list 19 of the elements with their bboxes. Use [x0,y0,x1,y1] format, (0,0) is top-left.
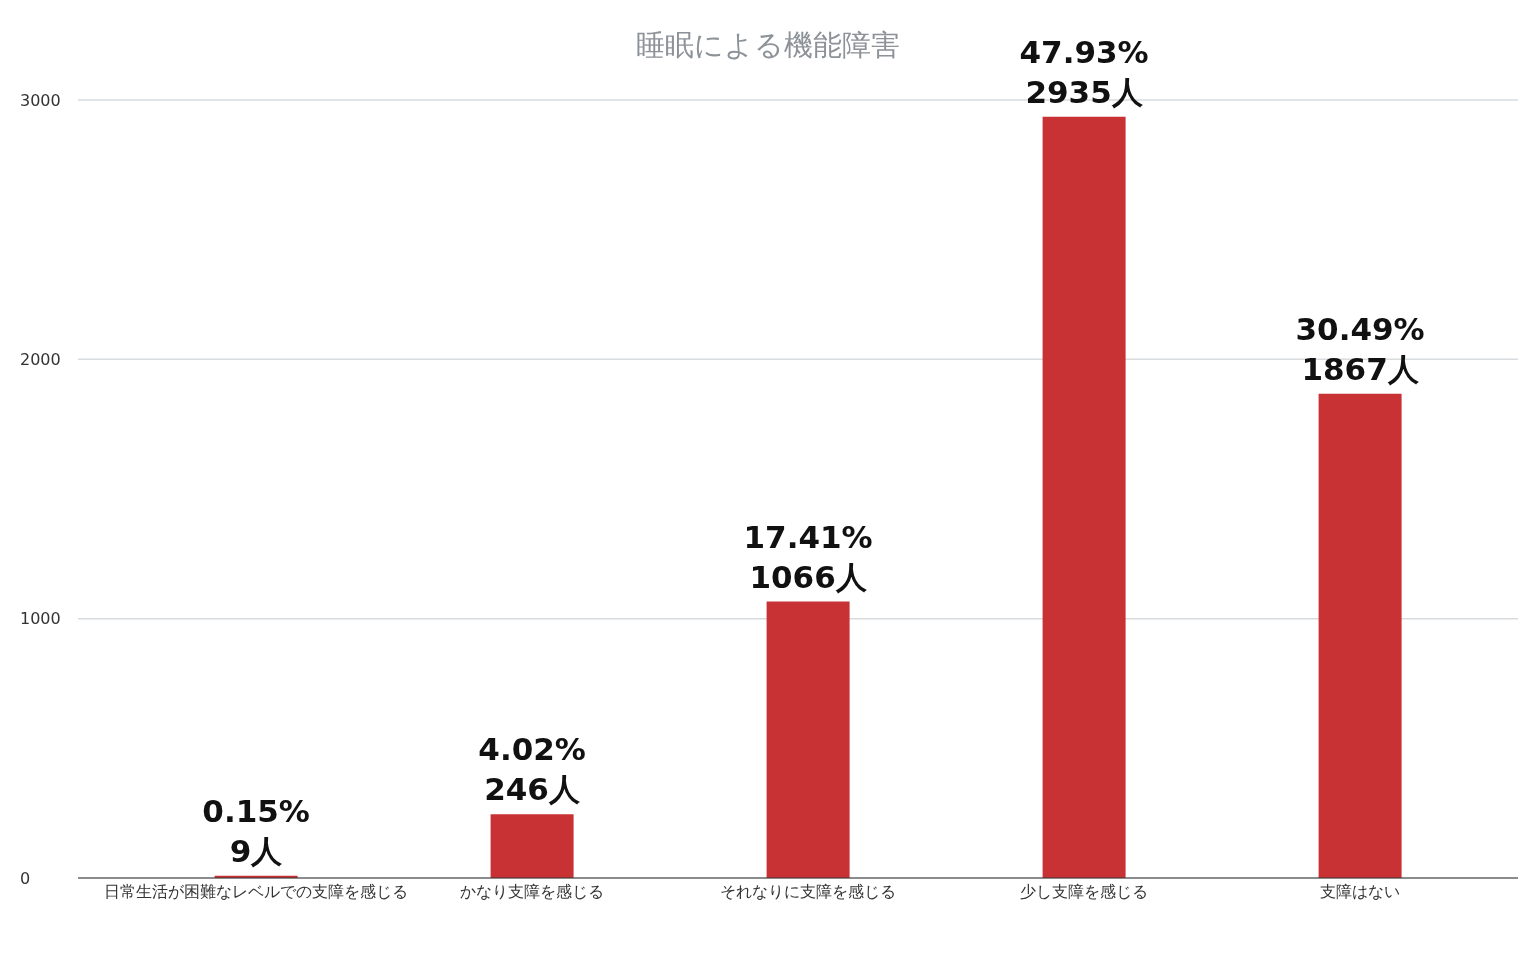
y-tick-label: 3000 [20,90,61,110]
bar [1042,116,1126,878]
data-label: 0.15% 9人 [202,792,310,869]
x-tick-label: 支障はない [1320,882,1400,902]
bar [1318,393,1402,878]
data-label: 30.49% 1867人 [1295,310,1425,387]
x-tick-label: かなり支障を感じる [460,882,604,902]
bar [766,601,850,878]
chart-title: 睡眠による機能障害 [636,28,900,62]
y-tick-label: 2000 [20,350,61,370]
data-label: 4.02% 246人 [478,731,586,808]
bar [490,814,574,878]
data-label: 47.93% 2935人 [1019,33,1149,110]
y-tick-label: 1000 [20,609,61,629]
y-tick-label: 0 [20,868,31,888]
x-tick-label: 日常生活が困難なレベルでの支障を感じる [104,882,408,902]
x-tick-label: それなりに支障を感じる [720,882,896,902]
data-label: 17.41% 1066人 [743,518,873,595]
x-tick-label: 少し支障を感じる [1020,882,1148,902]
